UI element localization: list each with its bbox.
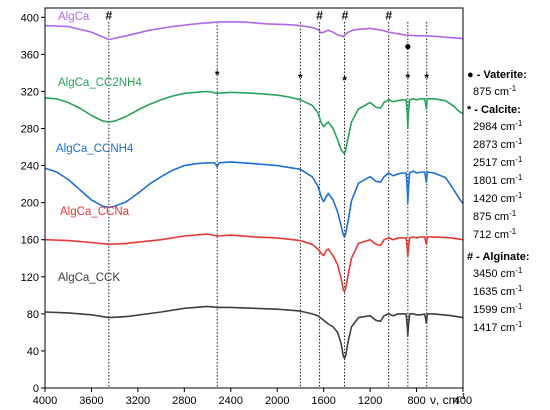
legend-alginate-value-2-value: 1599 cm: [473, 304, 515, 316]
peak-marker-3: #: [316, 8, 323, 22]
legend-alginate-value-0-value: 3450 cm: [473, 268, 515, 280]
plot-frame: [44, 7, 464, 389]
y-tick-label-0: 0: [33, 383, 39, 395]
y-tick-label-80: 80: [27, 309, 39, 321]
legend-calcite-value-4: 1420 cm-1: [473, 191, 523, 205]
peak-marker-9: *: [424, 71, 429, 85]
series-label-algca-ccna: AlgCa_CCNa: [60, 206, 130, 218]
x-axis-title-sup: -1: [459, 392, 467, 401]
y-tick-label-400: 400: [21, 12, 39, 24]
x-tick-label-2800: 2800: [172, 395, 196, 407]
legend-calcite-value-2-unit-sup: -1: [515, 155, 523, 164]
legend-calcite-value-2-value: 2517 cm: [473, 157, 515, 169]
legend-alginate-value-3-unit-sup: -1: [515, 320, 523, 329]
legend-calcite-value-6-unit-sup: -1: [509, 227, 517, 236]
y-tick-label-160: 160: [21, 235, 39, 247]
peak-marker-1: *: [215, 68, 220, 82]
series-line-algca: [44, 21, 464, 41]
legend: ● - Vaterite:875 cm-1* - Calcite:2984 cm…: [467, 69, 530, 334]
x-tick-label-1200: 1200: [358, 395, 382, 407]
legend-calcite-value-5-unit-sup: -1: [509, 209, 517, 218]
legend-calcite-value-6: 712 cm-1: [473, 227, 517, 241]
peak-markers: # * * # # * # ● * *: [106, 8, 430, 87]
x-tick-label-2400: 2400: [219, 395, 243, 407]
legend-alginate-value-2: 1599 cm-1: [473, 302, 523, 316]
y-tick-label-280: 280: [21, 123, 39, 135]
legend-calcite-value-0: 2984 cm-1: [473, 119, 523, 133]
legend-calcite-head: * - Calcite:: [467, 104, 521, 116]
legend-calcite-value-0-value: 2984 cm: [473, 121, 515, 133]
legend-calcite-value-2: 2517 cm-1: [473, 155, 523, 169]
series-label-algca-ccnh4: AlgCa_CCNH4: [56, 143, 134, 155]
legend-alginate-value-2-unit-sup: -1: [515, 302, 523, 311]
x-tick-label-400: 400: [454, 395, 472, 407]
y-tick-label-200: 200: [21, 198, 39, 210]
series-line-algca-cc2nh4: [44, 90, 464, 155]
x-axis-title: ν, cm-1: [430, 392, 466, 407]
legend-calcite-value-3-unit-sup: -1: [515, 173, 523, 182]
legend-vaterite-head: ● - Vaterite:: [467, 69, 527, 81]
peak-marker-6: #: [385, 8, 392, 22]
legend-alginate-head: # - Alginate:: [467, 251, 530, 263]
y-tick-label-120: 120: [21, 272, 39, 284]
peak-marker-7: ●: [404, 39, 411, 53]
reference-lines: [108, 22, 428, 388]
legend-calcite-value-1-unit-sup: -1: [515, 137, 523, 146]
y-tick-label-240: 240: [21, 161, 39, 173]
axes: 0 40 80 120 160 200 240 280 320 360 400 4000 3600 320…: [21, 7, 472, 407]
legend-alginate-value-3: 1417 cm-1: [473, 320, 523, 334]
series-label-algca-cck: AlgCa_CCK: [58, 272, 120, 284]
peak-marker-2: *: [298, 71, 303, 85]
legend-vaterite-value-0-value: 875 cm: [473, 86, 509, 98]
series-line-algca-cck: [44, 305, 464, 360]
x-tick-label-3600: 3600: [79, 395, 103, 407]
legend-calcite-value-6-value: 712 cm: [473, 229, 509, 241]
legend-alginate-value-1: 1635 cm-1: [473, 284, 523, 298]
x-tick-label-800: 800: [407, 395, 425, 407]
legend-alginate-value-0: 3450 cm-1: [473, 266, 523, 280]
legend-calcite-value-0-unit-sup: -1: [515, 119, 523, 128]
x-tick-label-2000: 2000: [265, 395, 289, 407]
peak-marker-0: #: [106, 8, 113, 22]
series-label-algca-cc2nh4: AlgCa_CC2NH4: [58, 77, 142, 89]
y-tick-label-320: 320: [21, 86, 39, 98]
x-tick-label-4000: 4000: [33, 395, 57, 407]
legend-calcite-value-1-value: 2873 cm: [473, 139, 515, 151]
y-tick-label-360: 360: [21, 49, 39, 61]
series-label-algca: AlgCa: [58, 11, 90, 23]
legend-calcite-value-5: 875 cm-1: [473, 209, 517, 223]
series-line-algca-ccnh4: [44, 161, 464, 238]
legend-vaterite-value-0-unit-sup: -1: [509, 84, 517, 93]
legend-alginate-value-0-unit-sup: -1: [515, 266, 523, 275]
legend-calcite-value-4-value: 1420 cm: [473, 193, 515, 205]
legend-calcite-value-1: 2873 cm-1: [473, 137, 523, 151]
x-tick-label-3200: 3200: [126, 395, 150, 407]
legend-alginate-value-1-value: 1635 cm: [473, 286, 515, 298]
legend-calcite-value-5-value: 875 cm: [473, 211, 509, 223]
peak-marker-4: #: [342, 8, 349, 22]
legend-vaterite-value-0: 875 cm-1: [473, 84, 517, 98]
x-axis-title-text: ν, cm: [430, 393, 459, 407]
x-tick-label-1600: 1600: [311, 395, 335, 407]
legend-calcite-value-4-unit-sup: -1: [515, 191, 523, 200]
legend-alginate-value-3-value: 1417 cm: [473, 322, 515, 334]
y-tick-label-40: 40: [27, 346, 39, 358]
series-line-algca-ccna: [44, 233, 464, 293]
peak-marker-5: *: [342, 74, 347, 88]
legend-calcite-value-3-value: 1801 cm: [473, 175, 515, 187]
peak-marker-8: *: [406, 71, 411, 85]
series-group: [44, 21, 464, 360]
legend-calcite-value-3: 1801 cm-1: [473, 173, 523, 187]
legend-alginate-value-1-unit-sup: -1: [515, 284, 523, 293]
